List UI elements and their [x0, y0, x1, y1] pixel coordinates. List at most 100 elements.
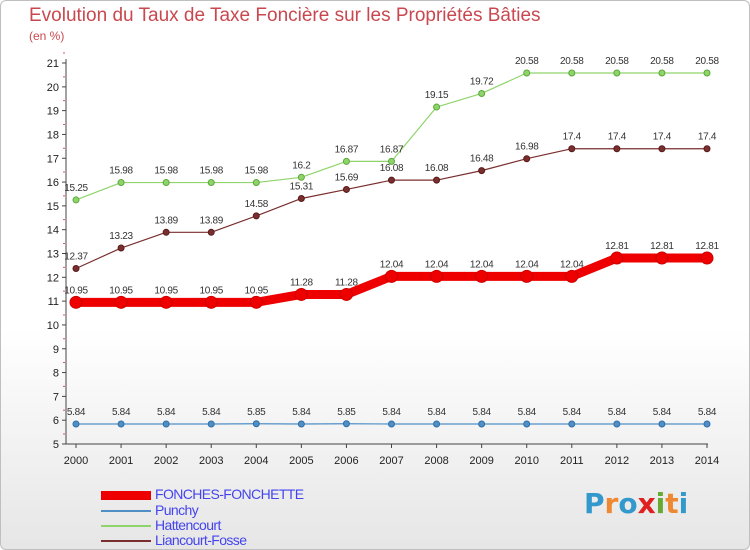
data-label-hattencourt: 16.2 — [292, 160, 311, 171]
data-label-fonches: 12.04 — [470, 259, 494, 270]
chart-title: Evolution du Taux de Taxe Foncière sur l… — [29, 5, 541, 26]
data-label-fonches: 10.95 — [154, 285, 178, 296]
data-point-fonches — [610, 251, 624, 265]
data-point-fonches — [385, 269, 398, 283]
logo-letter: r — [604, 487, 619, 520]
data-label-hattencourt: 19.72 — [470, 76, 494, 87]
x-tick-label: 2001 — [109, 455, 133, 467]
data-point-fonches — [249, 295, 263, 309]
data-point-liancourt — [613, 145, 621, 153]
data-point-liancourt — [658, 145, 666, 153]
data-point-liancourt — [297, 194, 305, 202]
data-label-punchy: 5.84 — [698, 407, 717, 418]
data-point-punchy — [478, 420, 486, 428]
data-label-punchy: 5.84 — [382, 407, 401, 418]
data-point-punchy — [297, 420, 305, 428]
data-point-fonches — [159, 295, 173, 309]
data-point-liancourt — [117, 244, 125, 252]
x-tick-label: 2008 — [424, 455, 448, 467]
data-point-fonches — [430, 269, 444, 283]
x-tick-label: 2012 — [605, 455, 629, 467]
data-point-fonches — [520, 269, 534, 283]
data-label-fonches: 11.28 — [290, 277, 314, 288]
data-point-punchy — [523, 420, 531, 428]
data-label-fonches: 10.95 — [109, 285, 133, 296]
logo-letter: i — [655, 487, 666, 520]
data-label-liancourt: 15.31 — [290, 181, 314, 192]
data-point-punchy — [703, 420, 711, 428]
data-label-hattencourt: 20.58 — [650, 56, 674, 67]
y-tick-label: 8 — [53, 368, 59, 380]
data-point-liancourt — [342, 185, 350, 193]
logo-letter: x — [637, 487, 656, 520]
data-label-liancourt: 12.37 — [64, 252, 88, 263]
data-point-fonches — [294, 287, 308, 301]
data-point-hattencourt — [342, 157, 350, 165]
data-point-hattencourt — [72, 196, 80, 204]
logo-letter: o — [618, 487, 638, 520]
data-point-liancourt — [162, 228, 170, 236]
data-label-punchy: 5.84 — [112, 407, 131, 418]
data-point-fonches — [475, 269, 489, 283]
x-tick-label: 2002 — [154, 455, 178, 467]
data-label-punchy: 5.84 — [608, 407, 627, 418]
data-point-punchy — [207, 420, 215, 428]
data-point-liancourt — [523, 155, 531, 163]
legend-swatch-fonches — [101, 491, 151, 500]
data-point-fonches — [69, 295, 83, 309]
data-point-hattencourt — [568, 69, 576, 77]
data-label-fonches: 12.81 — [695, 241, 719, 252]
logo-letter: P — [584, 487, 605, 520]
data-point-punchy — [162, 420, 170, 428]
data-point-punchy — [568, 420, 576, 428]
data-point-hattencourt — [388, 157, 395, 165]
y-tick-label: 13 — [47, 249, 59, 261]
y-tick-label: 16 — [47, 177, 59, 189]
data-label-hattencourt: 20.58 — [515, 56, 539, 67]
data-label-liancourt: 14.58 — [245, 199, 269, 210]
data-label-punchy: 5.84 — [157, 407, 176, 418]
data-point-fonches — [565, 269, 579, 283]
data-label-fonches: 10.95 — [64, 285, 88, 296]
legend-label-fonches: FONCHES-FONCHETTE — [155, 486, 304, 502]
data-point-liancourt — [252, 212, 260, 220]
data-label-fonches: 12.81 — [605, 241, 629, 252]
data-label-liancourt: 13.89 — [154, 215, 178, 226]
y-tick-label: 19 — [47, 106, 59, 118]
data-label-punchy: 5.84 — [518, 407, 537, 418]
data-label-hattencourt: 15.98 — [245, 166, 269, 177]
data-label-fonches: 10.95 — [245, 285, 269, 296]
y-tick-label: 10 — [47, 320, 59, 332]
data-label-fonches: 12.04 — [425, 259, 449, 270]
x-tick-label: 2011 — [560, 455, 584, 467]
data-label-hattencourt: 16.87 — [380, 144, 404, 155]
legend-swatch-liancourt — [101, 540, 151, 542]
data-label-liancourt: 17.4 — [653, 132, 672, 143]
data-label-liancourt: 13.23 — [109, 231, 133, 242]
data-label-liancourt: 17.4 — [563, 132, 582, 143]
data-point-punchy — [433, 420, 441, 428]
data-label-hattencourt: 15.25 — [64, 183, 88, 194]
data-label-fonches: 12.04 — [560, 259, 584, 270]
data-label-punchy: 5.84 — [653, 407, 672, 418]
y-tick-label: 20 — [47, 82, 59, 94]
data-label-fonches: 12.04 — [515, 259, 539, 270]
data-label-punchy: 5.84 — [563, 407, 582, 418]
data-point-liancourt — [703, 145, 711, 153]
data-point-punchy — [72, 420, 80, 428]
data-label-punchy: 5.84 — [473, 407, 492, 418]
data-point-punchy — [117, 420, 125, 428]
data-point-fonches — [339, 287, 353, 301]
data-label-fonches: 12.04 — [380, 259, 404, 270]
y-tick-label: 12 — [47, 272, 59, 284]
x-tick-label: 2010 — [514, 455, 538, 467]
data-label-punchy: 5.84 — [67, 407, 86, 418]
data-point-punchy — [613, 420, 621, 428]
data-label-punchy: 5.85 — [247, 407, 266, 418]
data-point-punchy — [342, 420, 350, 428]
data-point-hattencourt — [117, 179, 125, 187]
data-point-punchy — [388, 420, 395, 428]
data-point-fonches — [700, 251, 714, 265]
data-label-hattencourt: 15.98 — [199, 166, 223, 177]
chart-unit-label: (en %) — [29, 29, 65, 43]
